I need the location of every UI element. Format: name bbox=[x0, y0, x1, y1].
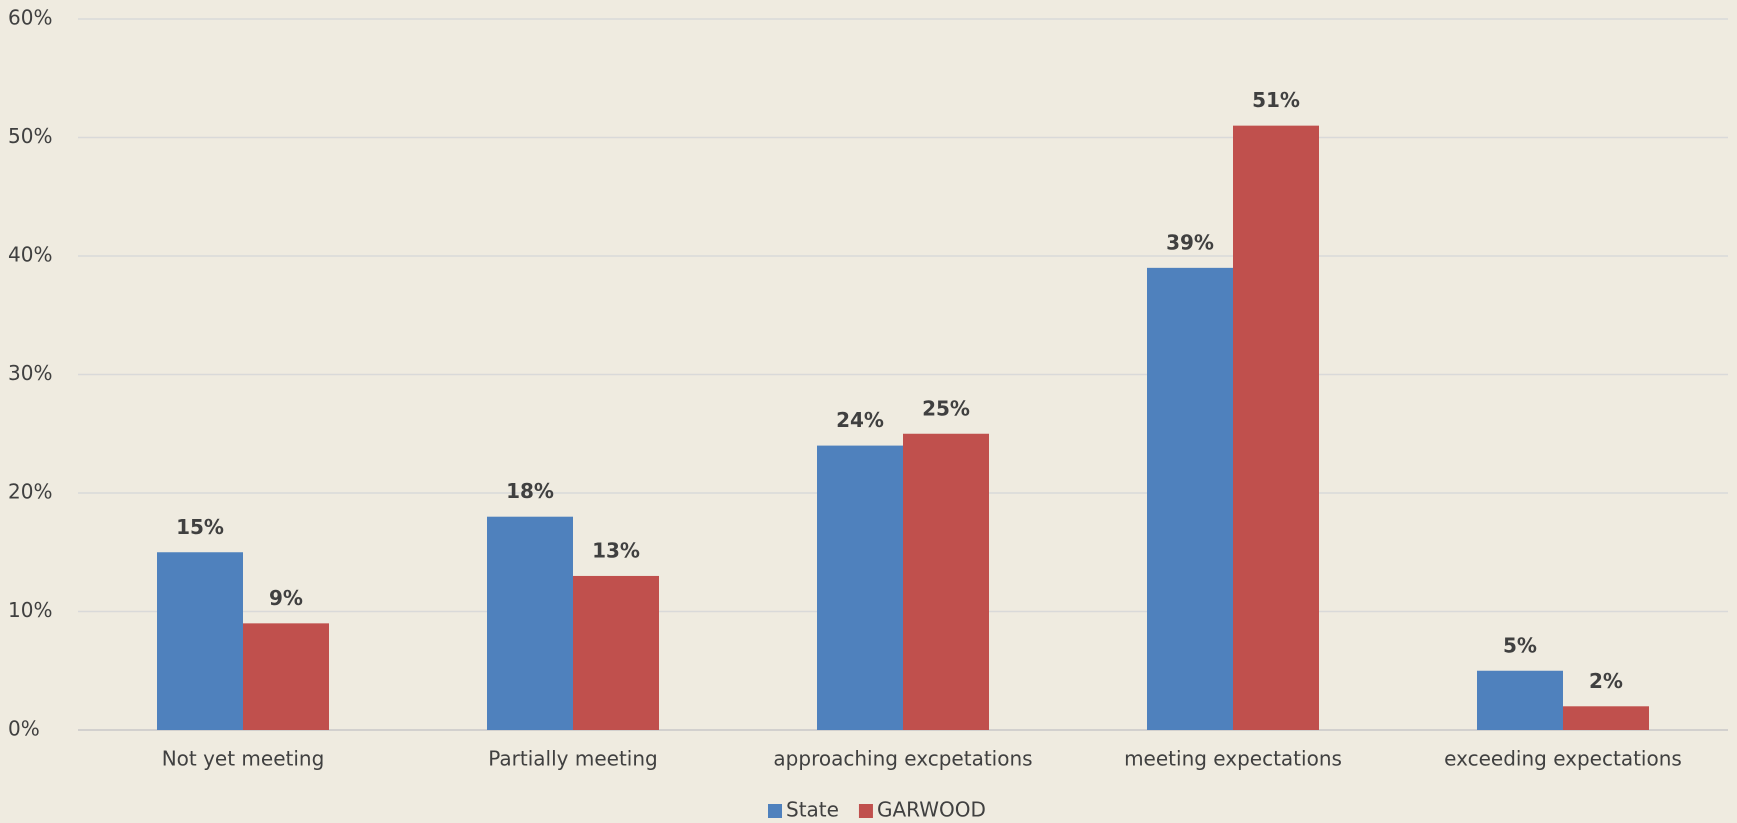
bar bbox=[487, 516, 573, 730]
value-label: 18% bbox=[506, 479, 554, 503]
value-label: 51% bbox=[1252, 88, 1300, 112]
value-label: 9% bbox=[269, 586, 303, 610]
value-label: 24% bbox=[836, 408, 884, 432]
y-tick-label: 10% bbox=[8, 598, 52, 622]
x-tick-label: exceeding expectations bbox=[1444, 747, 1682, 771]
legend-swatch bbox=[858, 804, 873, 818]
x-tick-label: Partially meeting bbox=[488, 747, 657, 771]
value-label: 13% bbox=[592, 538, 640, 562]
bar bbox=[157, 552, 243, 730]
y-tick-label: 60% bbox=[8, 6, 52, 30]
bar bbox=[817, 445, 903, 730]
bar bbox=[573, 575, 659, 730]
bar bbox=[1233, 125, 1319, 730]
x-tick-label: Not yet meeting bbox=[162, 747, 325, 771]
y-tick-label: 20% bbox=[8, 480, 52, 504]
value-label: 39% bbox=[1166, 230, 1214, 254]
y-tick-label: 40% bbox=[8, 243, 52, 267]
x-tick-label: meeting expectations bbox=[1124, 747, 1342, 771]
legend-label: GARWOOD bbox=[877, 798, 986, 822]
y-tick-label: 50% bbox=[8, 124, 52, 148]
x-tick-label: approaching excpetations bbox=[773, 747, 1032, 771]
value-label: 2% bbox=[1589, 669, 1623, 693]
bar bbox=[1563, 706, 1649, 730]
bar bbox=[1477, 670, 1563, 730]
value-label: 15% bbox=[176, 515, 224, 539]
bar bbox=[903, 433, 989, 730]
value-label: 5% bbox=[1503, 633, 1537, 657]
legend-label: State bbox=[786, 798, 839, 822]
legend-swatch bbox=[768, 804, 782, 818]
y-tick-label: 0% bbox=[8, 717, 40, 741]
bar bbox=[243, 623, 329, 730]
value-label: 25% bbox=[922, 396, 970, 420]
bar bbox=[1147, 267, 1233, 730]
y-tick-label: 30% bbox=[8, 361, 52, 385]
